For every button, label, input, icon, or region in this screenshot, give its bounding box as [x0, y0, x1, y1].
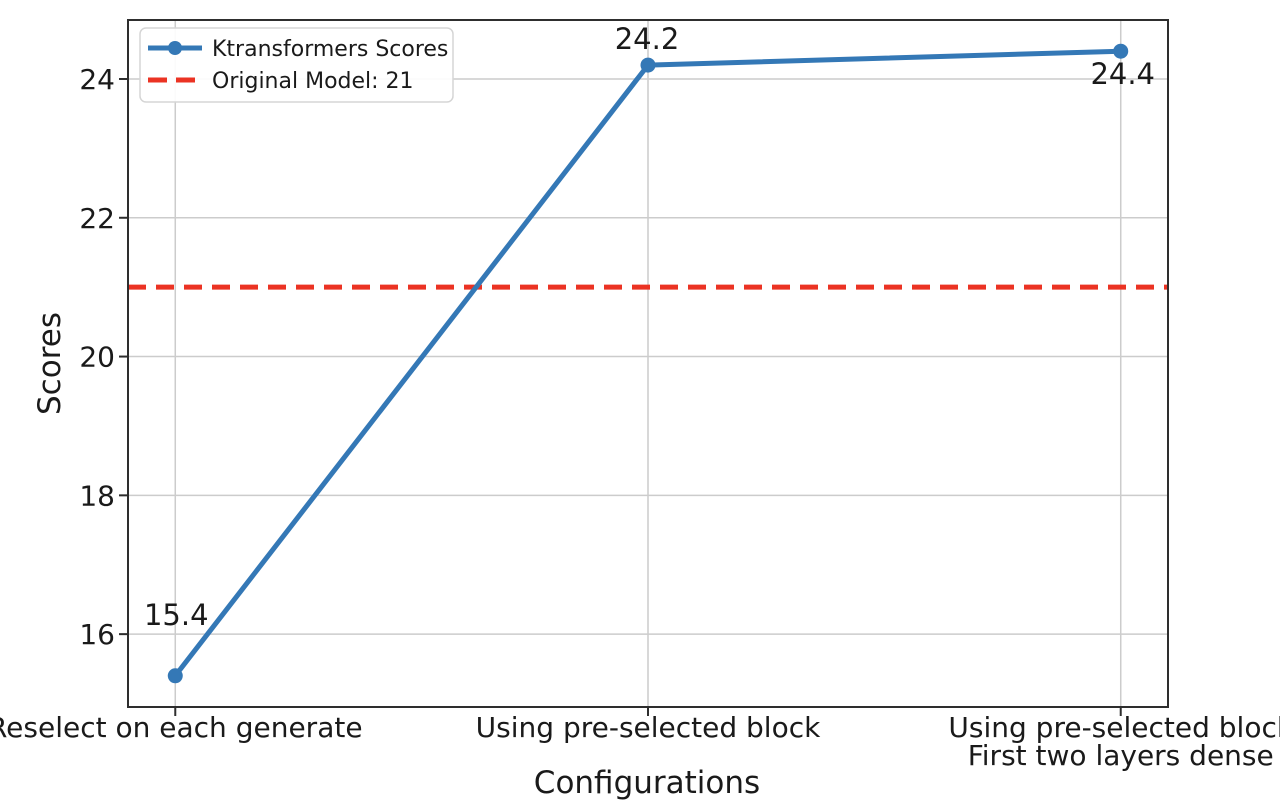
x-axis-label: Configurations — [534, 765, 760, 801]
x-tick-label-2: Using pre-selected block — [948, 711, 1280, 744]
y-tick-label-20: 20 — [79, 341, 115, 374]
legend-entry-0-label: Ktransformers Scores — [212, 37, 448, 62]
data-point-0 — [167, 668, 183, 684]
x-tick-label-2-line2: First two layers dense — [968, 739, 1274, 772]
y-axis-label: Scores — [32, 312, 68, 415]
data-point-1 — [640, 57, 656, 73]
y-tick-label-16: 16 — [79, 618, 115, 651]
y-tick-label-18: 18 — [79, 479, 115, 512]
y-tick-label-24: 24 — [79, 63, 115, 96]
legend-entry-1-label: Original Model: 21 — [212, 69, 414, 94]
data-annotation-0: 15.4 — [144, 598, 209, 632]
data-point-2 — [1113, 43, 1129, 59]
x-tick-label-1: Using pre-selected block — [476, 711, 821, 744]
legend-entry-0-marker — [168, 41, 182, 55]
legend-box — [139, 27, 454, 103]
data-annotation-1: 24.2 — [615, 22, 680, 56]
y-tick-label-22: 22 — [79, 202, 115, 235]
data-annotation-2: 24.4 — [1090, 57, 1155, 91]
x-tick-label-0: Reselect on each generate — [0, 711, 363, 744]
